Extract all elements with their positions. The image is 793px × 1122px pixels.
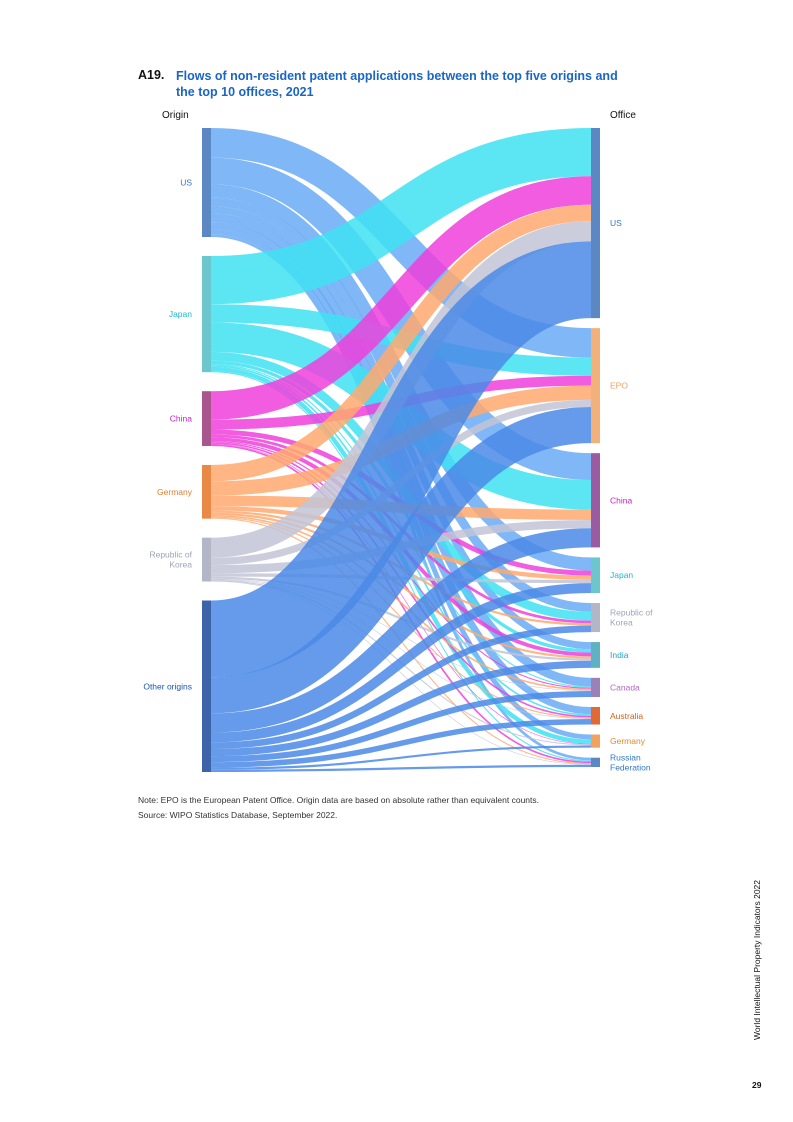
origin-label-other-origins: Other origins bbox=[143, 681, 192, 691]
office-label-india: India bbox=[610, 650, 629, 660]
origin-label-republic-of-korea: Korea bbox=[169, 560, 192, 570]
office-bar-china bbox=[591, 453, 600, 548]
chart-source: Source: WIPO Statistics Database, Septem… bbox=[138, 810, 338, 820]
figure-number: A19. bbox=[138, 68, 165, 82]
origin-label-us: US bbox=[180, 178, 192, 188]
office-label-canada: Canada bbox=[610, 682, 640, 692]
flow-other-origins-to-japan bbox=[210, 583, 592, 743]
origin-label-china: China bbox=[170, 414, 192, 424]
office-bar-epo bbox=[591, 328, 600, 444]
flow-other-origins-to-russian-federation bbox=[210, 764, 592, 772]
office-label-japan: Japan bbox=[610, 570, 633, 580]
origin-bar-japan bbox=[202, 256, 211, 373]
office-bar-us bbox=[591, 128, 600, 319]
office-bar-republic-of-korea bbox=[591, 603, 600, 633]
flow-other-origins-to-republic-of-korea bbox=[210, 625, 592, 749]
sankey-links bbox=[208, 127, 594, 772]
origin-bar-germany bbox=[202, 464, 211, 519]
origin-bar-other-origins bbox=[202, 600, 211, 772]
office-label-russian-federation: Federation bbox=[610, 762, 651, 772]
office-bar-australia bbox=[591, 707, 600, 725]
office-label-republic-of-korea: Korea bbox=[610, 618, 633, 628]
chart-note: Note: EPO is the European Patent Office.… bbox=[138, 795, 540, 805]
origin-label-germany: Germany bbox=[157, 487, 193, 497]
flow-other-origins-to-germany bbox=[210, 745, 592, 770]
flow-china-to-us bbox=[210, 176, 592, 420]
flow-other-origins-to-us bbox=[208, 241, 594, 678]
office-bar-india bbox=[591, 642, 600, 668]
office-label-us: US bbox=[610, 218, 622, 228]
origin-label-republic-of-korea: Republic of bbox=[149, 550, 192, 560]
office-bar-canada bbox=[591, 677, 600, 698]
office-bar-russian-federation bbox=[591, 757, 600, 767]
flow-other-origins-to-epo bbox=[210, 407, 592, 714]
flow-japan-to-us bbox=[210, 128, 592, 305]
page-number: 29 bbox=[752, 1080, 762, 1090]
office-label-australia: Australia bbox=[610, 711, 643, 721]
flow-germany-to-us bbox=[210, 204, 592, 482]
flow-other-origins-to-india bbox=[210, 660, 592, 757]
office-label-epo: EPO bbox=[610, 381, 628, 391]
figure-title: Flows of non-resident patent application… bbox=[176, 69, 618, 99]
office-label-china: China bbox=[610, 495, 632, 505]
office-column-header: Office bbox=[610, 110, 636, 121]
office-label-germany: Germany bbox=[610, 736, 646, 746]
origin-label-japan: Japan bbox=[169, 309, 192, 319]
office-label-republic-of-korea: Republic of bbox=[610, 608, 653, 618]
flow-other-origins-to-australia bbox=[210, 719, 592, 768]
office-label-russian-federation: Russian bbox=[610, 752, 641, 762]
origin-bar-republic-of-korea bbox=[202, 537, 211, 582]
origin-column-header: Origin bbox=[162, 110, 189, 121]
origin-bar-us bbox=[202, 128, 211, 238]
publication-title: World Intellectual Property Indicators 2… bbox=[752, 879, 762, 1040]
flow-other-origins-to-china bbox=[210, 528, 592, 733]
office-bar-japan bbox=[591, 557, 600, 594]
office-bar-germany bbox=[591, 734, 600, 748]
flow-other-origins-to-canada bbox=[210, 690, 592, 763]
origin-bar-china bbox=[202, 391, 211, 446]
